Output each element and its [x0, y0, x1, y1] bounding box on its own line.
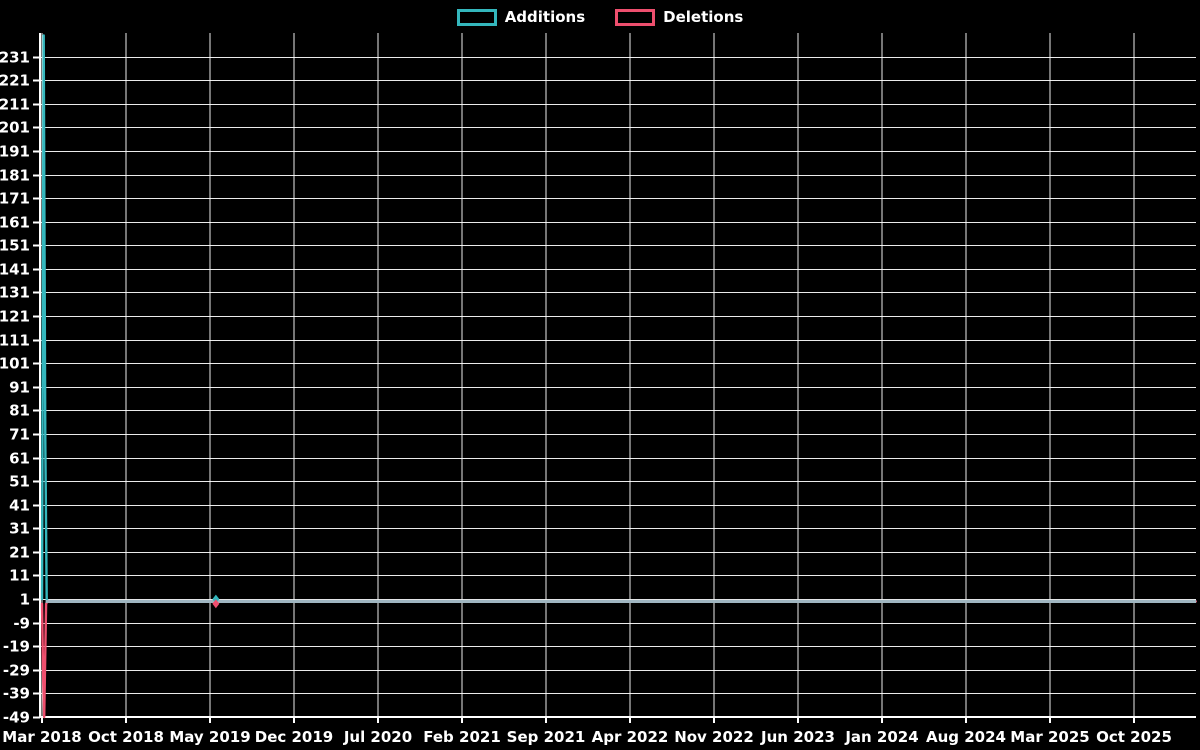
- x-tick-label: Apr 2022: [592, 728, 669, 746]
- y-tick-label: 171: [0, 190, 30, 208]
- additions-marker-icon[interactable]: [212, 594, 220, 604]
- x-tick-label: Jul 2020: [343, 728, 412, 746]
- y-tick-label: 231: [0, 49, 30, 67]
- y-tick-label: 41: [9, 497, 30, 515]
- legend-item-deletions[interactable]: Deletions: [615, 9, 743, 26]
- y-tick-label: 181: [0, 167, 30, 185]
- y-tick-label: -29: [3, 662, 30, 680]
- y-grid: 2312212112011911811711611511411311211111…: [0, 49, 1196, 727]
- y-tick-label: 11: [9, 567, 30, 585]
- y-tick-label: 161: [0, 214, 30, 232]
- x-tick-label: Oct 2025: [1096, 728, 1172, 746]
- axes: [39, 33, 1196, 718]
- additions-swatch-icon: [456, 9, 497, 26]
- y-tick-label: 1: [20, 591, 30, 609]
- x-tick-label: Nov 2022: [674, 728, 754, 746]
- y-tick-label: 91: [9, 379, 30, 397]
- legend-label-deletions: Deletions: [663, 8, 744, 26]
- x-tick-label: May 2019: [169, 728, 250, 746]
- y-tick-label: 61: [9, 450, 30, 468]
- additions-line[interactable]: [40, 34, 1197, 603]
- deletions-line[interactable]: [40, 600, 1197, 719]
- y-tick-label: 131: [0, 284, 30, 302]
- x-tick-label: Jun 2023: [760, 728, 835, 746]
- y-tick-label: 191: [0, 143, 30, 161]
- x-tick-label: Dec 2019: [255, 728, 334, 746]
- x-tick-label: Mar 2018: [2, 728, 81, 746]
- legend-item-additions[interactable]: Additions: [456, 8, 586, 26]
- y-tick-label: -49: [3, 709, 30, 727]
- x-tick-label: Oct 2018: [88, 728, 164, 746]
- y-tick-label: 151: [0, 237, 30, 255]
- x-tick-label: Sep 2021: [507, 728, 586, 746]
- y-tick-label: 81: [9, 402, 30, 420]
- deletions-marker-icon[interactable]: [212, 599, 220, 609]
- y-tick-label: 141: [0, 261, 30, 279]
- y-tick-label: 51: [9, 473, 30, 491]
- y-tick-label: 211: [0, 96, 30, 114]
- y-tick-label: 71: [9, 426, 30, 444]
- deletions-swatch-icon: [615, 9, 656, 26]
- legend-label-additions: Additions: [504, 8, 586, 26]
- x-tick-label: Mar 2025: [1010, 728, 1089, 746]
- y-tick-label: -19: [3, 638, 30, 656]
- y-tick-label: 101: [0, 355, 30, 373]
- y-tick-label: 31: [9, 520, 30, 538]
- x-grid: Mar 2018 Oct 2018 May 2019 Dec 2019 Jul 2020…: [2, 33, 1172, 746]
- x-tick-label: Feb 2021: [423, 728, 501, 746]
- x-tick-label: Jan 2024: [844, 728, 918, 746]
- y-tick-label: 21: [9, 544, 30, 562]
- legend: Additions Deletions: [0, 9, 1200, 26]
- y-tick-label: 221: [0, 72, 30, 90]
- y-tick-label: 121: [0, 308, 30, 326]
- y-tick-label: 201: [0, 119, 30, 137]
- y-tick-label: -39: [3, 685, 30, 703]
- y-tick-label: 111: [0, 332, 30, 350]
- x-tick-label: Aug 2024: [926, 728, 1006, 746]
- y-tick-label: -9: [13, 615, 30, 633]
